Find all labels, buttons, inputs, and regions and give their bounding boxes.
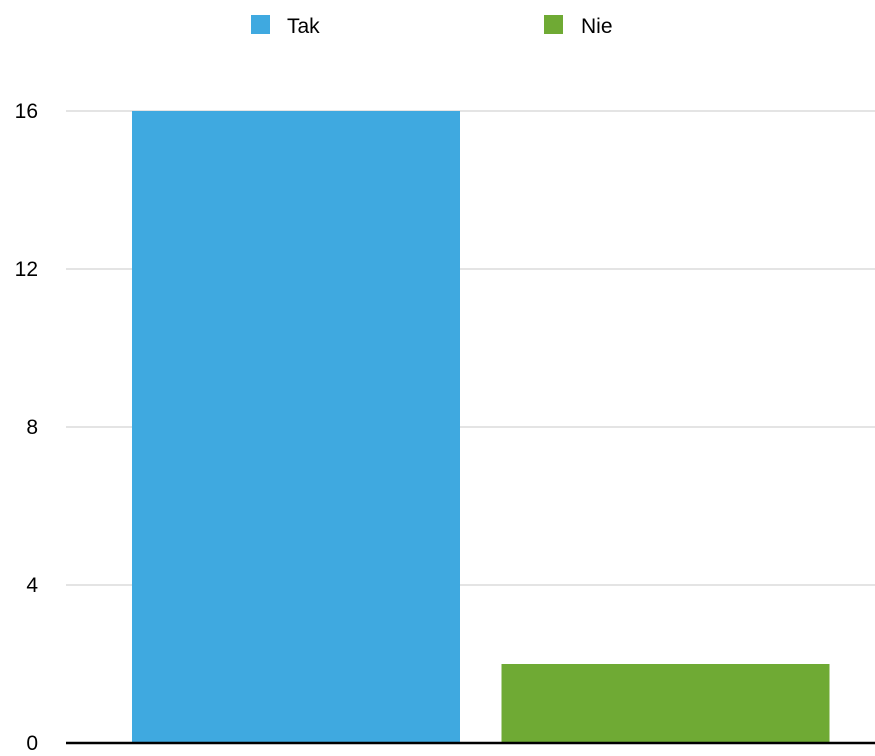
bar-nie: [501, 664, 830, 743]
y-tick-label: 16: [15, 100, 38, 123]
y-tick-label: 0: [26, 732, 38, 755]
legend-label-nie: Nie: [581, 15, 613, 38]
y-tick-label: 12: [15, 258, 38, 281]
y-tick-label: 4: [26, 574, 38, 597]
legend-swatch-tak: [251, 15, 270, 34]
y-axis-ticks: 0 4 8 12 16: [15, 100, 39, 755]
legend-label-tak: Tak: [287, 15, 320, 38]
bars: [132, 111, 830, 743]
legend: Tak Nie: [251, 15, 613, 38]
bar-tak: [132, 111, 460, 743]
legend-swatch-nie: [544, 15, 563, 34]
y-tick-label: 8: [26, 416, 38, 439]
